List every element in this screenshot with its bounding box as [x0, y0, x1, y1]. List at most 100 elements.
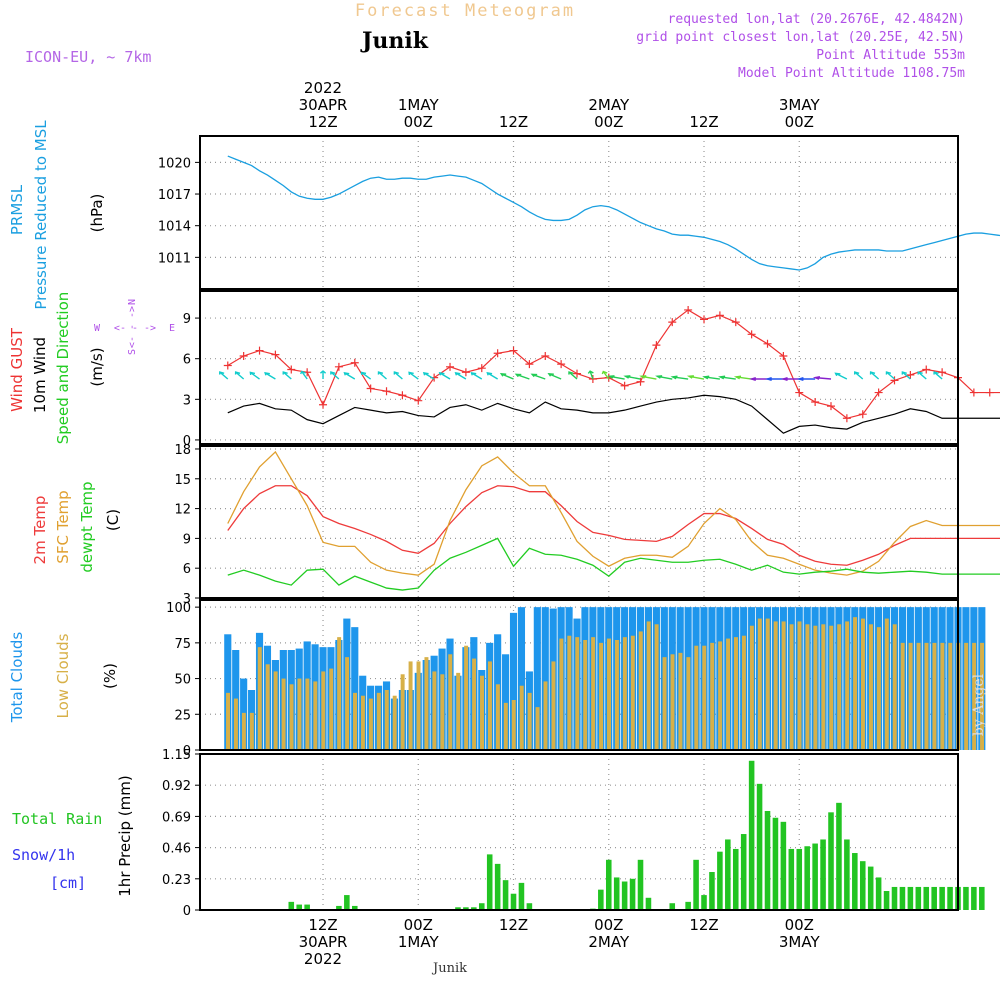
snow-label: Snow/1h [12, 846, 75, 864]
low-cloud-bar [972, 642, 977, 750]
wind-arrow-head [300, 370, 306, 375]
pressure-ytick-label: 1020 [158, 156, 191, 171]
wind-arrow-head [499, 373, 507, 377]
wind-direction-arrow [235, 371, 245, 380]
wind-arrow-head [917, 371, 923, 375]
wind-direction-arrow [736, 376, 752, 380]
bottom-tick-label: 2MAY [588, 933, 630, 951]
low-cloud-bar [861, 618, 865, 750]
wind-arrow-head [249, 371, 256, 376]
wind-direction-arrow [901, 371, 911, 380]
low-cloud-bar [456, 672, 461, 750]
gust-point [636, 377, 645, 386]
rain-bar [963, 886, 969, 910]
low-cloud-bar [337, 637, 342, 750]
low-cloud-bar [718, 641, 723, 750]
wind-direction-arrow [439, 372, 451, 380]
low-cloud-bar [710, 642, 715, 750]
low-cloud-bar [765, 618, 770, 750]
wind-arrow-head [422, 371, 429, 376]
low-cloud-bar [741, 635, 746, 750]
low-cloud-bar [535, 707, 540, 750]
low-cloud-bar [551, 661, 556, 750]
bottom-tick-label: 3MAY [779, 933, 821, 951]
wind-speed-dir-label: Speed and Direction [54, 292, 72, 445]
wind-arrow-head [869, 371, 876, 375]
rain-bar [685, 901, 691, 910]
low-cloud-bar [868, 624, 873, 750]
wind-arrow-head [514, 373, 522, 378]
precip-axis-label: 1hr Precip (mm) [116, 775, 134, 896]
precipitation-ytick-label: 0.46 [162, 842, 191, 857]
rain-bar [844, 839, 850, 910]
bottom-tick-label: 2022 [304, 950, 342, 968]
wind-direction-arrow [917, 371, 927, 380]
gust-point [541, 351, 550, 360]
low-cloud-bar [400, 674, 405, 750]
compass-w: W [94, 323, 101, 334]
gust-point [493, 349, 502, 358]
low-cloud-bar [607, 638, 611, 750]
low-cloud-bar [527, 692, 532, 750]
gust-point [366, 384, 375, 393]
low-cloud-bar [614, 640, 619, 750]
gust-point [842, 414, 851, 423]
wind-gust-label: Wind GUST [8, 327, 26, 412]
gust-point [827, 402, 836, 411]
pressure-ytick-label: 1011 [158, 251, 191, 266]
gust-point [271, 350, 280, 359]
gust-point [382, 387, 391, 396]
top-tick-label: 2022 [304, 79, 342, 97]
precipitation-ytick-label: 1.15 [162, 748, 191, 763]
rain-bar [788, 848, 795, 910]
low-cloud-bar [233, 698, 238, 750]
footer-location: Junik [431, 961, 467, 976]
wind-background [200, 291, 958, 444]
low-cloud-bar [424, 657, 429, 750]
total-cloud-bar [224, 634, 232, 750]
pressure-label-2: Pressure Reduced to MSL [32, 120, 50, 310]
gust-point [779, 351, 788, 360]
bottom-tick-label: 12Z [689, 916, 718, 934]
rain-bar [883, 891, 890, 910]
low-cloud-bar [392, 695, 397, 750]
wind-arrow-head [670, 375, 678, 380]
wind-direction-arrow [301, 371, 308, 380]
low-cloud-bar [916, 642, 921, 750]
low-cloud-bar [749, 625, 754, 750]
location-title: Junik [360, 28, 429, 54]
rain-bar [971, 886, 977, 910]
model-altitude: Model Point Altitude 1108.75m [738, 66, 965, 81]
low-cloud-bar [368, 698, 373, 750]
low-cloud-bar [321, 671, 326, 750]
rain-bar [725, 839, 731, 910]
rain-bar [494, 863, 501, 910]
top-tick-label: 2MAY [588, 96, 630, 114]
low-cloud-bar [345, 657, 350, 750]
bottom-tick-label: 00Z [404, 916, 433, 934]
wind-arrow-head [486, 371, 493, 376]
gust-point [715, 311, 724, 320]
rain-bar [336, 905, 342, 910]
wind-direction-arrow [854, 371, 864, 380]
clouds-ytick-label: 75 [174, 637, 191, 652]
wind-direction-arrow [815, 376, 832, 380]
gust-point [811, 398, 820, 407]
total-cloud-bar [509, 612, 518, 750]
rain-bar [693, 859, 699, 910]
wind-arrow-head [780, 377, 788, 381]
temp-unit: (C) [104, 509, 122, 531]
wind-direction-arrow [264, 372, 276, 380]
wind-direction-arrow [568, 371, 578, 380]
rain-bar [669, 903, 676, 910]
rain-bar [344, 895, 350, 910]
gust-point [731, 318, 740, 327]
low-cloud-bar [789, 624, 794, 750]
low-cloud-bar [273, 671, 278, 750]
low-cloud-bar [313, 681, 318, 750]
low-cloud-bar [360, 695, 365, 750]
temperature-ytick-label: 12 [174, 503, 191, 518]
rain-bar [828, 812, 834, 910]
panel-labels: PRMSL Pressure Reduced to MSL (hPa) Wind GU… [8, 120, 175, 897]
